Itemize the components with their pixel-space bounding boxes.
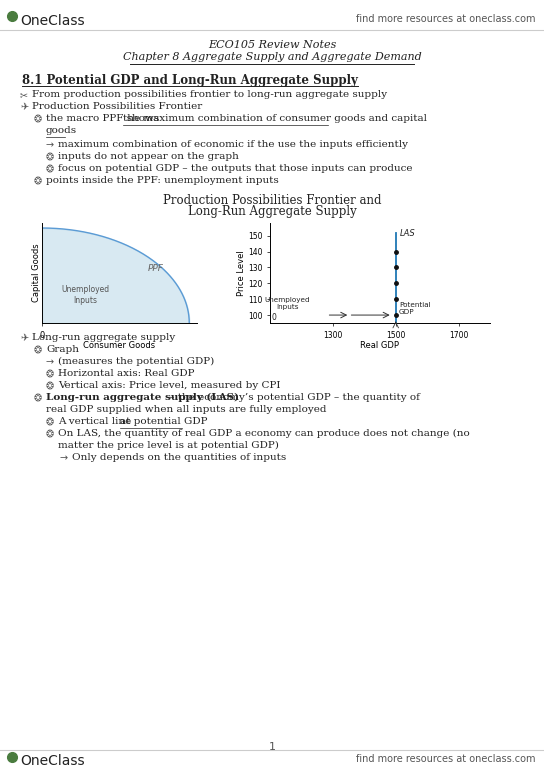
Y-axis label: Price Level: Price Level (238, 250, 246, 296)
Text: Potential
GDP: Potential GDP (399, 302, 430, 315)
Text: inputs do not appear on the graph: inputs do not appear on the graph (58, 152, 239, 161)
Text: ECO105 Review Notes: ECO105 Review Notes (208, 40, 336, 50)
Text: real GDP supplied when all inputs are fully employed: real GDP supplied when all inputs are fu… (46, 405, 326, 414)
Text: Chapter 8 Aggregate Supply and Aggregate Demand: Chapter 8 Aggregate Supply and Aggregate… (122, 52, 422, 62)
Text: ❂: ❂ (46, 381, 54, 391)
Text: 8.1 Potential GDP and Long-Run Aggregate Supply: 8.1 Potential GDP and Long-Run Aggregate… (22, 74, 358, 87)
Text: find more resources at oneclass.com: find more resources at oneclass.com (356, 754, 536, 764)
Text: From production possibilities frontier to long-run aggregate supply: From production possibilities frontier t… (32, 90, 387, 99)
Text: ✈: ✈ (20, 333, 28, 343)
Text: Long-Run Aggregate Supply: Long-Run Aggregate Supply (188, 205, 356, 218)
Text: OneClass: OneClass (20, 754, 85, 768)
Text: Horizontal axis: Real GDP: Horizontal axis: Real GDP (58, 369, 195, 378)
Text: Long-run aggregate supply: Long-run aggregate supply (32, 333, 175, 342)
Text: Only depends on the quantities of inputs: Only depends on the quantities of inputs (72, 453, 286, 462)
Text: OneClass: OneClass (20, 14, 85, 28)
Text: LAS: LAS (399, 229, 415, 238)
Text: – the economy’s potential GDP – the quantity of: – the economy’s potential GDP – the quan… (166, 393, 419, 402)
Text: A vertical line: A vertical line (58, 417, 134, 426)
Text: find more resources at oneclass.com: find more resources at oneclass.com (356, 14, 536, 24)
Text: ❂: ❂ (34, 393, 42, 403)
Text: Long-run aggregate supply (LAS): Long-run aggregate supply (LAS) (46, 393, 239, 402)
Text: →: → (46, 357, 54, 367)
Text: at potential GDP: at potential GDP (120, 417, 207, 426)
Text: →: → (60, 453, 68, 463)
Text: Production Possibilities Frontier: Production Possibilities Frontier (32, 102, 202, 111)
Text: Unemployed
Inputs: Unemployed Inputs (264, 297, 310, 310)
Text: ❂: ❂ (46, 164, 54, 174)
Text: 1: 1 (269, 742, 275, 752)
Text: ✈: ✈ (20, 102, 28, 112)
Text: ❂: ❂ (46, 369, 54, 379)
X-axis label: Real GDP: Real GDP (361, 341, 399, 350)
Text: ❂: ❂ (34, 345, 42, 355)
Text: goods: goods (46, 126, 77, 135)
Text: →: → (46, 140, 54, 150)
Text: matter the price level is at potential GDP): matter the price level is at potential G… (58, 441, 279, 450)
Text: On LAS, the quantity of real GDP a economy can produce does not change (no: On LAS, the quantity of real GDP a econo… (58, 429, 470, 438)
Text: ❂: ❂ (46, 152, 54, 162)
Text: Unemployed
Inputs: Unemployed Inputs (61, 286, 109, 305)
Text: ❂: ❂ (46, 429, 54, 439)
Text: (measures the potential GDP): (measures the potential GDP) (58, 357, 214, 366)
X-axis label: Consumer Goods: Consumer Goods (83, 341, 156, 350)
Text: ❂: ❂ (46, 417, 54, 427)
Text: maximum combination of economic if the use the inputs efficiently: maximum combination of economic if the u… (58, 140, 408, 149)
Text: ✂: ✂ (20, 90, 28, 100)
Text: the maximum combination of consumer goods and capital: the maximum combination of consumer good… (123, 114, 427, 123)
Text: points inside the PPF: unemployment inputs: points inside the PPF: unemployment inpu… (46, 176, 279, 185)
Text: Vertical axis: Price level, measured by CPI: Vertical axis: Price level, measured by … (58, 381, 281, 390)
Text: ❂: ❂ (34, 176, 42, 186)
Text: focus on potential GDP – the outputs that those inputs can produce: focus on potential GDP – the outputs tha… (58, 164, 412, 173)
Y-axis label: Capital Goods: Capital Goods (32, 243, 41, 303)
Text: Graph: Graph (46, 345, 79, 354)
Text: PPF: PPF (147, 264, 163, 273)
Text: ❂: ❂ (34, 114, 42, 124)
Text: the macro PPF shows: the macro PPF shows (46, 114, 163, 123)
Text: Production Possibilities Frontier and: Production Possibilities Frontier and (163, 194, 381, 207)
Text: 0: 0 (271, 313, 276, 322)
